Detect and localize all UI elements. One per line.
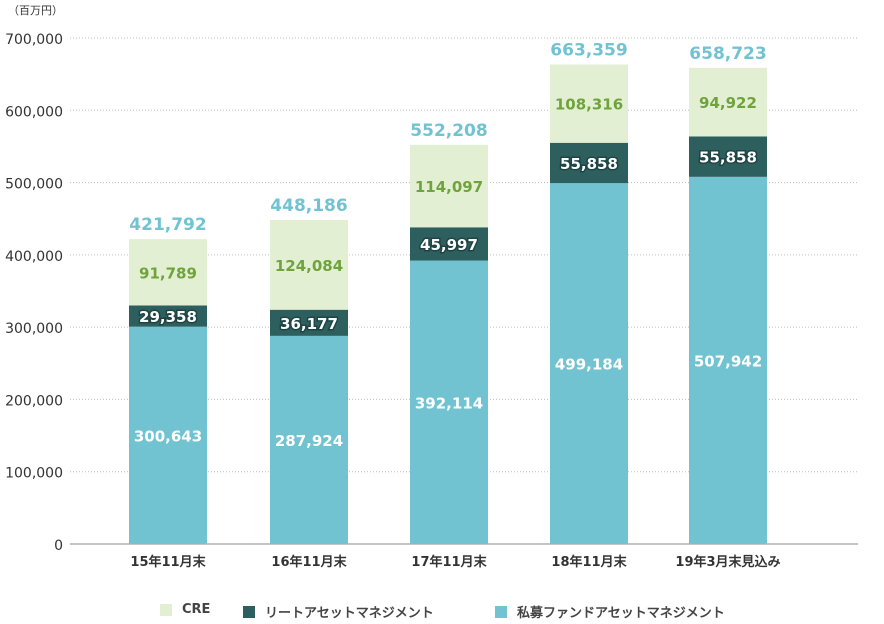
x-tick-label: 15年11月末 xyxy=(130,554,206,570)
data-label: 499,184 xyxy=(555,356,623,374)
data-label: 114,097 xyxy=(415,178,483,196)
data-label: 29,358 xyxy=(139,308,197,326)
bar-segment xyxy=(270,309,348,336)
legend-label: リートアセットマネジメント xyxy=(265,606,434,621)
y-tick-label: 500,000 xyxy=(5,177,63,193)
x-tick-label: 16年11月末 xyxy=(271,554,347,570)
y-tick-label: 100,000 xyxy=(5,466,63,482)
bar-segment xyxy=(550,142,628,184)
bar-segment xyxy=(129,326,207,544)
unit-label: （百万円） xyxy=(8,4,63,17)
bar-segment xyxy=(410,260,488,544)
total-label: 658,723 xyxy=(689,44,766,64)
x-tick-label: 18年11月末 xyxy=(551,554,627,570)
bar-segment xyxy=(410,227,488,261)
y-tick-label: 600,000 xyxy=(5,104,63,120)
y-axis: 0 100,000 200,000 300,000 400,000 500,000 600,… xyxy=(5,32,858,554)
x-axis: 15年11月末 16年11月末 17年11月末 18年11月末 19年3月末見込み xyxy=(130,554,780,570)
stacked-bar-chart: （百万円） 0 100,000 200,000 300,000 400,000 500,0… xyxy=(5,4,858,570)
y-tick-label: 0 xyxy=(54,538,63,554)
legend: CRE リートアセットマネジメント 私募ファンドアセットマネジメント xyxy=(0,602,884,622)
data-label: 287,924 xyxy=(275,432,343,450)
data-label: 55,858 xyxy=(560,155,618,173)
y-tick-label: 300,000 xyxy=(5,321,63,337)
y-tick-label: 700,000 xyxy=(5,32,63,48)
legend-label: 私募ファンドアセットマネジメント xyxy=(517,606,725,621)
bars: 300,643 29,358 91,789 421,792 287,924 36,177 1… xyxy=(129,40,767,544)
data-label: 124,084 xyxy=(275,257,343,275)
total-label: 448,186 xyxy=(270,196,347,216)
data-label: 91,789 xyxy=(139,264,197,282)
y-tick-label: 400,000 xyxy=(5,249,63,265)
legend-item: CRE xyxy=(160,602,210,617)
legend-swatch xyxy=(495,605,507,618)
legend-item: リートアセットマネジメント xyxy=(243,602,434,621)
bar-segment xyxy=(550,64,628,143)
data-label: 507,942 xyxy=(694,352,762,370)
data-label: 36,177 xyxy=(280,315,338,333)
legend-label: CRE xyxy=(182,602,211,617)
legend-swatch xyxy=(243,605,255,618)
bar-segment xyxy=(270,335,348,544)
legend-swatch xyxy=(160,603,172,616)
bar-segment xyxy=(689,176,767,544)
bar-segment xyxy=(129,239,207,306)
bar-segment xyxy=(129,305,207,327)
bar-segment xyxy=(689,67,767,137)
y-tick-label: 200,000 xyxy=(5,393,63,409)
data-label: 45,997 xyxy=(420,236,478,254)
bar-segment xyxy=(550,183,628,544)
x-tick-label: 17年11月末 xyxy=(411,554,487,570)
x-tick-label: 19年3月末見込み xyxy=(675,554,780,570)
legend-item: 私募ファンドアセットマネジメント xyxy=(495,602,725,621)
data-label: 94,922 xyxy=(699,94,757,112)
data-label: 55,858 xyxy=(699,149,757,167)
data-label: 392,114 xyxy=(415,394,483,412)
total-label: 421,792 xyxy=(129,215,206,235)
bar-segment xyxy=(270,220,348,310)
bar-segment xyxy=(410,144,488,228)
data-label: 300,643 xyxy=(134,427,202,445)
data-label: 108,316 xyxy=(555,96,623,114)
total-label: 552,208 xyxy=(410,121,487,141)
total-label: 663,359 xyxy=(550,40,627,60)
bar-segment xyxy=(689,136,767,177)
